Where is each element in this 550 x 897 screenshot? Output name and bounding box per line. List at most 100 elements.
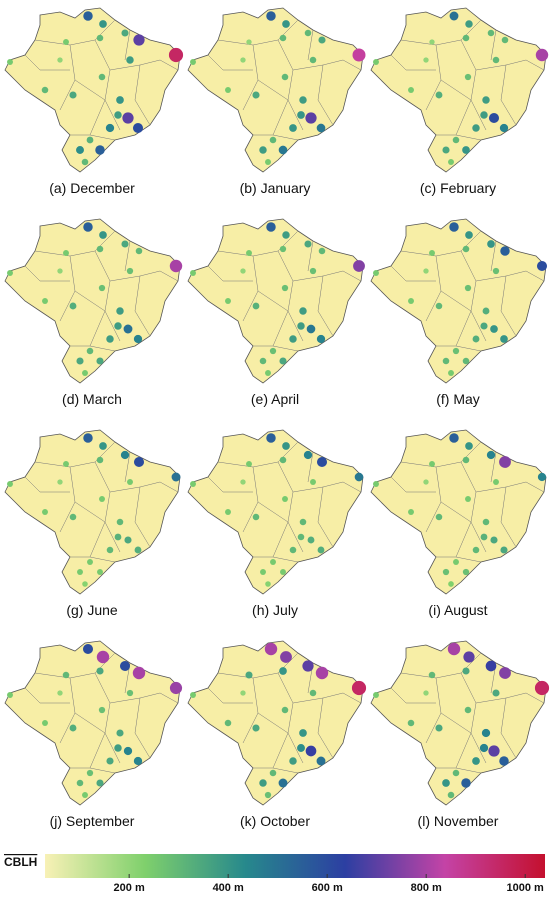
station-dot [282, 20, 290, 28]
station-dot [304, 240, 312, 248]
station-dot [82, 643, 94, 655]
station-dot [96, 245, 104, 253]
station-dot [282, 442, 290, 450]
station-dot [299, 307, 307, 315]
state-border [292, 481, 362, 493]
station-dot [99, 442, 107, 450]
state-border [475, 59, 545, 71]
state-border [460, 250, 487, 342]
station-dot [269, 769, 277, 777]
station-dot [472, 546, 480, 554]
station-dot [99, 231, 107, 239]
station-dot [133, 334, 143, 344]
colorbar-tick-label: 400 m [213, 882, 244, 894]
state-border [307, 29, 314, 61]
state-border [272, 556, 299, 563]
station-dot [279, 245, 287, 253]
state-border [277, 39, 304, 131]
state-border [24, 476, 70, 493]
state-border [490, 451, 497, 483]
state-border [455, 767, 482, 774]
station-dot [465, 20, 473, 28]
station-dot [86, 136, 94, 144]
station-dot [462, 667, 470, 675]
station-dot [351, 680, 367, 696]
station-dot [98, 706, 106, 714]
station-dot [423, 268, 429, 274]
state-border [277, 672, 304, 764]
station-dot [499, 123, 509, 133]
station-dot [57, 479, 63, 485]
state-border [460, 461, 487, 553]
station-dot [259, 146, 267, 154]
station-dot [373, 270, 379, 276]
station-dot [135, 247, 143, 255]
station-dot [63, 250, 69, 256]
state-border [134, 275, 151, 337]
station-dot [240, 268, 246, 274]
station-dot [442, 146, 450, 154]
station-dot [246, 39, 252, 45]
state-border [460, 672, 487, 764]
state-border [74, 290, 106, 312]
state-border [207, 476, 253, 493]
station-dot [132, 666, 146, 680]
station-dot [114, 111, 122, 119]
station-dot [97, 569, 103, 575]
state-border [440, 501, 472, 523]
station-dot [304, 29, 312, 37]
station-dot [96, 357, 104, 365]
station-dot [373, 692, 379, 698]
station-dot [266, 433, 276, 443]
station-dot [464, 73, 472, 81]
station-dot [408, 509, 414, 515]
station-dot [500, 546, 508, 554]
state-border [217, 19, 299, 46]
station-dot [86, 769, 94, 777]
state-border [317, 697, 334, 759]
station-dot [246, 250, 252, 256]
station-dot [126, 56, 134, 64]
station-dot [225, 298, 231, 304]
state-border [124, 451, 131, 483]
station-dot [354, 472, 364, 482]
station-dot [500, 246, 510, 256]
station-dot [442, 779, 450, 787]
station-dot [535, 48, 549, 62]
station-dot [96, 650, 110, 664]
station-dot [482, 96, 490, 104]
panel-caption: (b) January [240, 180, 311, 196]
station-dot [126, 689, 134, 697]
state-border [292, 59, 362, 71]
station-dot [297, 322, 305, 330]
station-dot [264, 642, 278, 656]
country-shape [370, 640, 547, 806]
station-dot [479, 743, 489, 753]
station-dot [352, 48, 366, 62]
panel-caption: (e) April [251, 391, 299, 407]
station-dot [448, 370, 454, 376]
station-dot [264, 791, 272, 799]
station-dot [121, 29, 129, 37]
state-border [89, 134, 116, 141]
station-dot [98, 73, 106, 81]
station-dot [279, 357, 287, 365]
station-dot [7, 59, 13, 65]
station-dot [96, 456, 104, 464]
station-dot [449, 222, 459, 232]
map-panel: (l) November [370, 640, 550, 829]
station-dot [122, 112, 134, 124]
station-dot [42, 720, 48, 726]
state-border [440, 290, 472, 312]
station-dot [316, 123, 326, 133]
station-dot [116, 729, 124, 737]
station-dot [279, 667, 287, 675]
station-dot [126, 267, 134, 275]
state-border [74, 501, 106, 523]
station-dot [69, 513, 77, 521]
station-dot [168, 47, 184, 63]
map-panel: (b) January [187, 7, 366, 196]
station-dot [309, 56, 317, 64]
state-border [134, 697, 151, 759]
